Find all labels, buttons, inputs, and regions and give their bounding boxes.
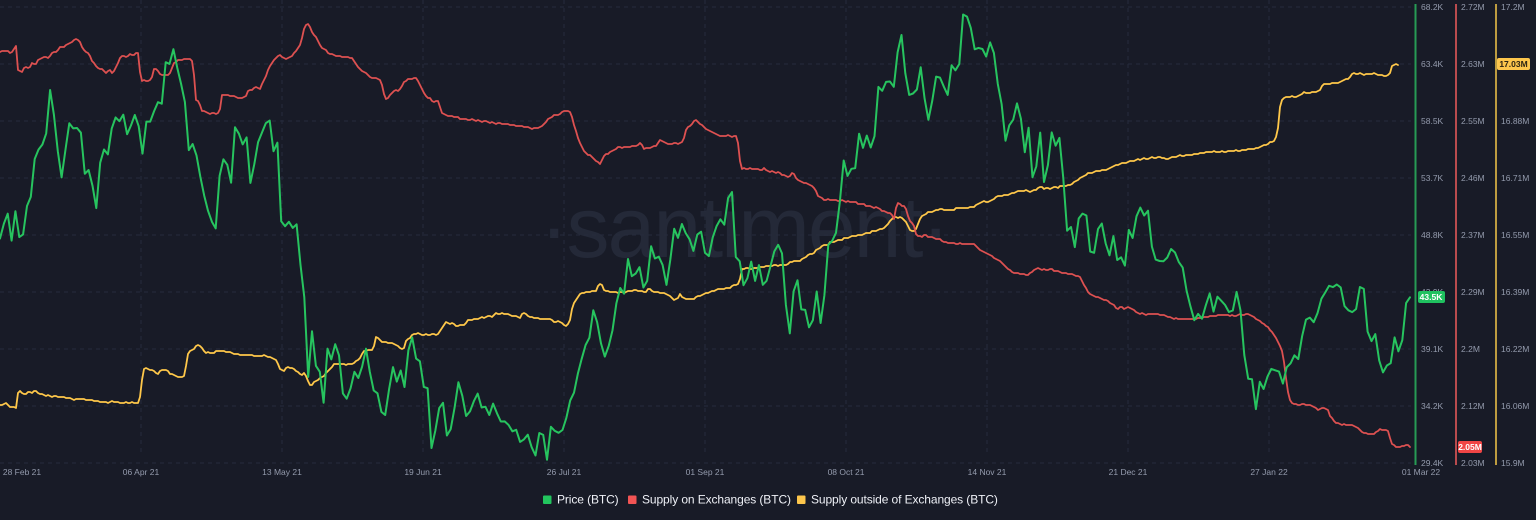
svg-text:68.2K: 68.2K [1421, 2, 1444, 12]
svg-text:·santiment·: ·santiment· [540, 180, 948, 276]
svg-text:14 Nov 21: 14 Nov 21 [968, 467, 1007, 477]
svg-text:2.63M: 2.63M [1461, 59, 1485, 69]
svg-text:63.4K: 63.4K [1421, 59, 1444, 69]
svg-text:06 Apr 21: 06 Apr 21 [123, 467, 160, 477]
svg-text:2.05M: 2.05M [1458, 442, 1482, 452]
svg-text:16.55M: 16.55M [1501, 230, 1529, 240]
svg-text:28 Feb 21: 28 Feb 21 [3, 467, 42, 477]
svg-text:16.39M: 16.39M [1501, 287, 1529, 297]
svg-text:Supply on Exchanges (BTC): Supply on Exchanges (BTC) [642, 493, 791, 507]
svg-text:15.9M: 15.9M [1501, 458, 1525, 468]
svg-text:2.37M: 2.37M [1461, 230, 1485, 240]
svg-text:58.5K: 58.5K [1421, 116, 1444, 126]
svg-text:2.2M: 2.2M [1461, 344, 1480, 354]
svg-text:01 Sep 21: 01 Sep 21 [686, 467, 725, 477]
svg-text:17.03M: 17.03M [1499, 59, 1527, 69]
svg-text:34.2K: 34.2K [1421, 401, 1444, 411]
svg-text:2.03M: 2.03M [1461, 458, 1485, 468]
svg-text:01 Mar 22: 01 Mar 22 [1402, 467, 1441, 477]
svg-text:16.06M: 16.06M [1501, 401, 1529, 411]
svg-text:2.46M: 2.46M [1461, 173, 1485, 183]
svg-text:13 May 21: 13 May 21 [262, 467, 302, 477]
svg-text:43.5K: 43.5K [1420, 292, 1444, 302]
svg-text:27 Jan 22: 27 Jan 22 [1250, 467, 1288, 477]
svg-text:2.72M: 2.72M [1461, 2, 1485, 12]
svg-text:16.71M: 16.71M [1501, 173, 1529, 183]
svg-text:2.55M: 2.55M [1461, 116, 1485, 126]
svg-text:53.7K: 53.7K [1421, 173, 1444, 183]
svg-text:2.29M: 2.29M [1461, 287, 1485, 297]
svg-text:Price (BTC): Price (BTC) [557, 493, 619, 507]
svg-text:29.4K: 29.4K [1421, 458, 1444, 468]
svg-text:21 Dec 21: 21 Dec 21 [1109, 467, 1148, 477]
svg-text:48.8K: 48.8K [1421, 230, 1444, 240]
svg-text:26 Jul 21: 26 Jul 21 [547, 467, 582, 477]
svg-text:2.12M: 2.12M [1461, 401, 1485, 411]
svg-text:16.22M: 16.22M [1501, 344, 1529, 354]
svg-text:Supply outside of Exchanges (B: Supply outside of Exchanges (BTC) [811, 493, 998, 507]
svg-text:16.88M: 16.88M [1501, 116, 1529, 126]
svg-text:17.2M: 17.2M [1501, 2, 1525, 12]
svg-text:08 Oct 21: 08 Oct 21 [828, 467, 865, 477]
svg-text:39.1K: 39.1K [1421, 344, 1444, 354]
svg-text:19 Jun 21: 19 Jun 21 [404, 467, 442, 477]
